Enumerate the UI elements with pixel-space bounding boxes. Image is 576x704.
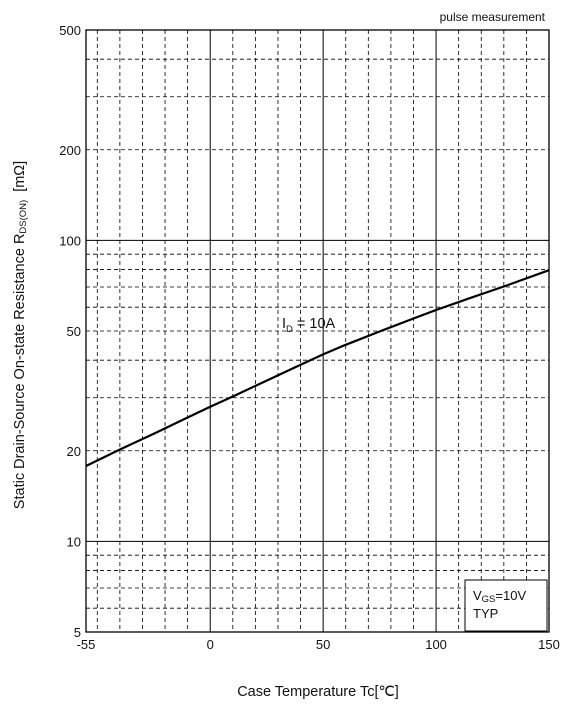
conditions-box: [464, 579, 548, 632]
y-tick-label: 50: [67, 324, 81, 339]
plot-frame: [85, 29, 550, 633]
y-tick-label: 100: [59, 233, 81, 248]
y-tick-label: 20: [67, 444, 81, 459]
y-tick-label: 5: [74, 625, 81, 640]
vgs-label: VGS=10V: [473, 588, 526, 605]
y-tick-label: 10: [67, 534, 81, 549]
pulse-measurement-note: pulse measurement: [440, 10, 546, 24]
x-tick-label: 50: [316, 637, 330, 652]
x-tick-label: -55: [77, 637, 96, 652]
y-tick-label: 200: [59, 143, 81, 158]
series-label: ID = 10A: [282, 316, 336, 335]
x-tick-label: 0: [207, 637, 214, 652]
x-axis-label: Case Temperature Tc[℃]: [237, 684, 399, 700]
x-tick-label: 100: [425, 637, 447, 652]
series-layer: [85, 269, 550, 467]
y-tick-label: 500: [59, 23, 81, 38]
tick-labels: -55 0 50 100 150 5 10 20 50 100 200 500: [59, 23, 560, 652]
series-line: [85, 269, 550, 467]
y-axis-label: Static Drain-Source On-state Resistance …: [12, 161, 29, 509]
grid: [86, 30, 549, 632]
x-tick-label: 150: [538, 637, 560, 652]
typ-label: TYP: [473, 606, 498, 621]
